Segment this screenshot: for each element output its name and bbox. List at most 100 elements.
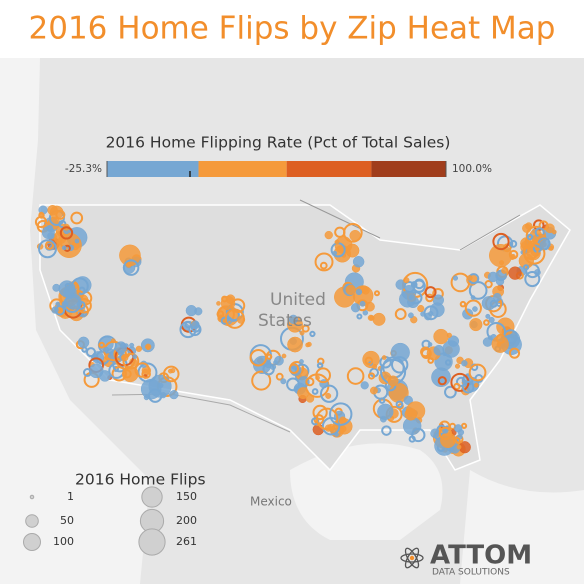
zip-dot: [74, 238, 80, 244]
logo-tagline: DATA SOLUTIONS: [432, 568, 510, 578]
zip-dot: [345, 243, 360, 258]
zip-dot: [334, 432, 339, 437]
zip-dot: [551, 229, 557, 235]
zip-dot: [378, 397, 386, 404]
zip-dot: [58, 280, 76, 298]
zip-dot: [469, 318, 483, 332]
zip-dot: [488, 316, 495, 323]
zip-dot: [381, 355, 387, 360]
zip-dot: [355, 288, 363, 296]
color-legend-segment: [286, 161, 372, 177]
zip-dot: [334, 226, 346, 238]
zip-dot: [491, 335, 509, 353]
zip-dot: [473, 382, 479, 388]
title: 2016 Home Flips by Zip Heat Map: [29, 11, 556, 47]
border-line: [299, 199, 521, 251]
zip-dot: [121, 365, 139, 383]
zip-dot: [38, 239, 57, 259]
zip-dot: [334, 239, 340, 245]
zip-dot: [141, 369, 151, 379]
zip-dot: [216, 301, 221, 306]
logo-icon: [400, 547, 424, 569]
zip-dot: [360, 381, 369, 390]
zip-dot: [316, 362, 324, 369]
zip-dot: [103, 346, 110, 353]
zip-dot: [459, 300, 467, 308]
zip-dot: [125, 262, 132, 268]
zip-dot: [309, 330, 316, 338]
zip-dot: [425, 293, 434, 303]
zip-dot: [230, 298, 246, 314]
zip-dot: [280, 378, 287, 385]
zip-dot: [372, 312, 386, 326]
zip-dot: [461, 360, 468, 367]
zip-dot: [524, 271, 541, 288]
zip-dot: [54, 305, 66, 316]
zip-dot: [545, 223, 555, 234]
zip-dot: [440, 432, 456, 449]
zip-dot: [288, 314, 298, 324]
zip-dot: [249, 349, 268, 367]
zip-dot: [454, 424, 463, 433]
zip-dot: [287, 336, 303, 353]
zip-dot: [395, 400, 404, 409]
zip-dot: [266, 353, 273, 360]
zip-dot: [470, 295, 476, 300]
zip-dot: [299, 359, 304, 364]
zip-dot: [315, 367, 331, 384]
zip-dot: [438, 426, 452, 441]
zip-dot: [305, 394, 315, 403]
zip-dot: [169, 390, 179, 400]
zip-dot: [44, 240, 55, 250]
zip-dot: [461, 380, 475, 394]
zip-dot: [59, 226, 74, 240]
zip-dot: [148, 374, 172, 398]
size-legend-circle: [25, 514, 39, 528]
zip-dot: [275, 372, 284, 381]
zip-dot: [403, 277, 410, 284]
zip-dot: [329, 402, 353, 426]
zip-dot: [297, 387, 310, 400]
zip-dot: [361, 286, 370, 295]
zip-dot: [224, 308, 245, 329]
zip-dot: [349, 229, 361, 242]
zip-dot: [509, 240, 518, 248]
zip-dot: [413, 278, 425, 290]
border-line: [111, 393, 291, 433]
zip-dots: [34, 204, 557, 457]
zip-dot: [305, 342, 310, 348]
zip-dot: [122, 259, 140, 276]
size-legend-title: 2016 Home Flips: [75, 471, 206, 489]
zip-dot: [160, 392, 167, 399]
zip-dot: [145, 343, 152, 350]
zip-dot: [468, 281, 488, 300]
zip-dot: [162, 365, 180, 383]
zip-dot: [453, 382, 461, 391]
zip-dot: [305, 377, 315, 387]
zip-dot: [46, 224, 54, 232]
zip-dot: [372, 364, 378, 369]
zip-dot: [359, 300, 366, 307]
country-label: United: [270, 290, 326, 310]
zip-dot: [356, 313, 363, 320]
zip-dot: [61, 245, 67, 251]
color-legend-segment: [198, 161, 287, 177]
zip-dot: [364, 356, 374, 366]
zip-dot: [220, 316, 229, 325]
zip-dot: [179, 320, 197, 339]
zip-dot: [433, 328, 449, 345]
zip-dot: [264, 361, 272, 369]
zip-dot: [395, 279, 406, 290]
logo-name: ATTOM: [430, 541, 532, 571]
zip-dot: [467, 275, 473, 281]
zip-dot: [485, 313, 491, 319]
zip-dot: [314, 252, 334, 272]
zip-dot: [442, 340, 460, 358]
zip-dot: [190, 321, 199, 330]
zip-dot: [522, 264, 530, 271]
zip-dot: [47, 232, 55, 240]
zip-dot: [320, 384, 339, 403]
zip-dot: [464, 299, 482, 317]
zip-dot: [501, 267, 508, 274]
zip-dot: [77, 336, 90, 349]
